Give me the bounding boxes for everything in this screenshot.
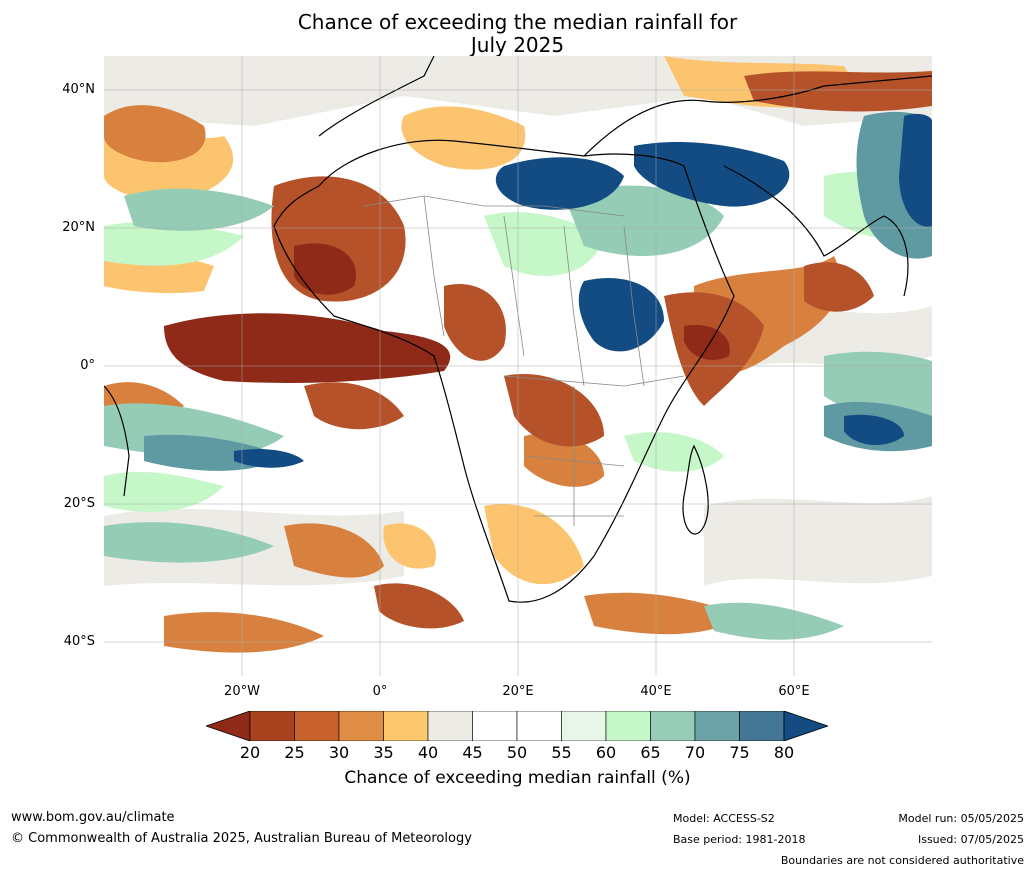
- lon-label-20w: 20°W: [224, 684, 260, 699]
- rainfall-map: [104, 56, 932, 676]
- lat-label-40n: 40°N: [62, 82, 95, 97]
- colorbar-swatch: [427, 710, 473, 742]
- colorbar-swatch: [383, 710, 429, 742]
- colorbar-tick-label: 25: [284, 743, 305, 762]
- footer-disclaimer: Boundaries are not considered authoritat…: [780, 854, 1024, 867]
- colorbar-swatch: [605, 710, 651, 742]
- colorbar: [204, 710, 830, 742]
- lat-label-0: 0°: [80, 358, 95, 373]
- colorbar-extend-high: [783, 710, 830, 742]
- colorbar-tick-label: 75: [729, 743, 750, 762]
- colorbar-tick-label: 60: [595, 743, 617, 762]
- colorbar-tick-label: 70: [684, 743, 706, 762]
- lat-label-20s: 20°S: [63, 496, 95, 511]
- footer-issued: Issued: 07/05/2025: [917, 833, 1024, 846]
- colorbar-tick-label: 40: [417, 743, 439, 762]
- footer-copyright: © Commonwealth of Australia 2025, Austra…: [11, 831, 472, 846]
- colorbar-swatch: [739, 710, 785, 742]
- colorbar-swatch: [294, 710, 340, 742]
- slightly-wet-areas: [104, 171, 932, 512]
- colorbar-tick-label: 30: [328, 743, 350, 762]
- colorbar-label: Chance of exceeding median rainfall (%): [344, 768, 691, 788]
- footer-model-run: Model run: 05/05/2025: [898, 812, 1024, 825]
- lon-label-20e: 20°E: [502, 684, 534, 699]
- map-title-line1: Chance of exceeding the median rainfall …: [297, 10, 738, 34]
- colorbar-tick-label: 20: [239, 743, 261, 762]
- colorbar-tick-label: 55: [551, 743, 572, 762]
- colorbar-tick-label: 65: [640, 743, 661, 762]
- footer-website: www.bom.gov.au/climate: [11, 810, 175, 825]
- lon-label-0: 0°: [372, 684, 388, 699]
- lat-label-40s: 40°S: [63, 634, 95, 649]
- colorbar-tick-label: 50: [506, 743, 528, 762]
- colorbar-swatch: [694, 710, 740, 742]
- footer-base-period: Base period: 1981-2018: [673, 833, 806, 846]
- lon-label-60e: 60°E: [778, 684, 810, 699]
- very-wet-areas: [234, 113, 932, 468]
- lat-label-20n: 20°N: [62, 220, 95, 235]
- colorbar-swatch: [561, 710, 607, 742]
- colorbar-tick-label: 45: [462, 743, 483, 762]
- colorbar-swatches: [204, 710, 830, 742]
- colorbar-tick-label: 80: [773, 743, 795, 762]
- colorbar-swatch: [650, 710, 696, 742]
- colorbar-swatch: [338, 710, 384, 742]
- colorbar-swatch: [516, 710, 562, 742]
- footer-model: Model: ACCESS-S2: [673, 812, 775, 825]
- graticule: [104, 56, 932, 676]
- colorbar-extend-low: [204, 710, 251, 742]
- colorbar-swatch: [249, 710, 295, 742]
- colorbar-swatch: [472, 710, 518, 742]
- map-title-line2: July 2025: [470, 33, 565, 57]
- country-borders: [363, 195, 685, 526]
- lon-label-40e: 40°E: [640, 684, 672, 699]
- rainfall-map-canvas: [104, 56, 932, 676]
- colorbar-tick-label: 35: [373, 743, 394, 762]
